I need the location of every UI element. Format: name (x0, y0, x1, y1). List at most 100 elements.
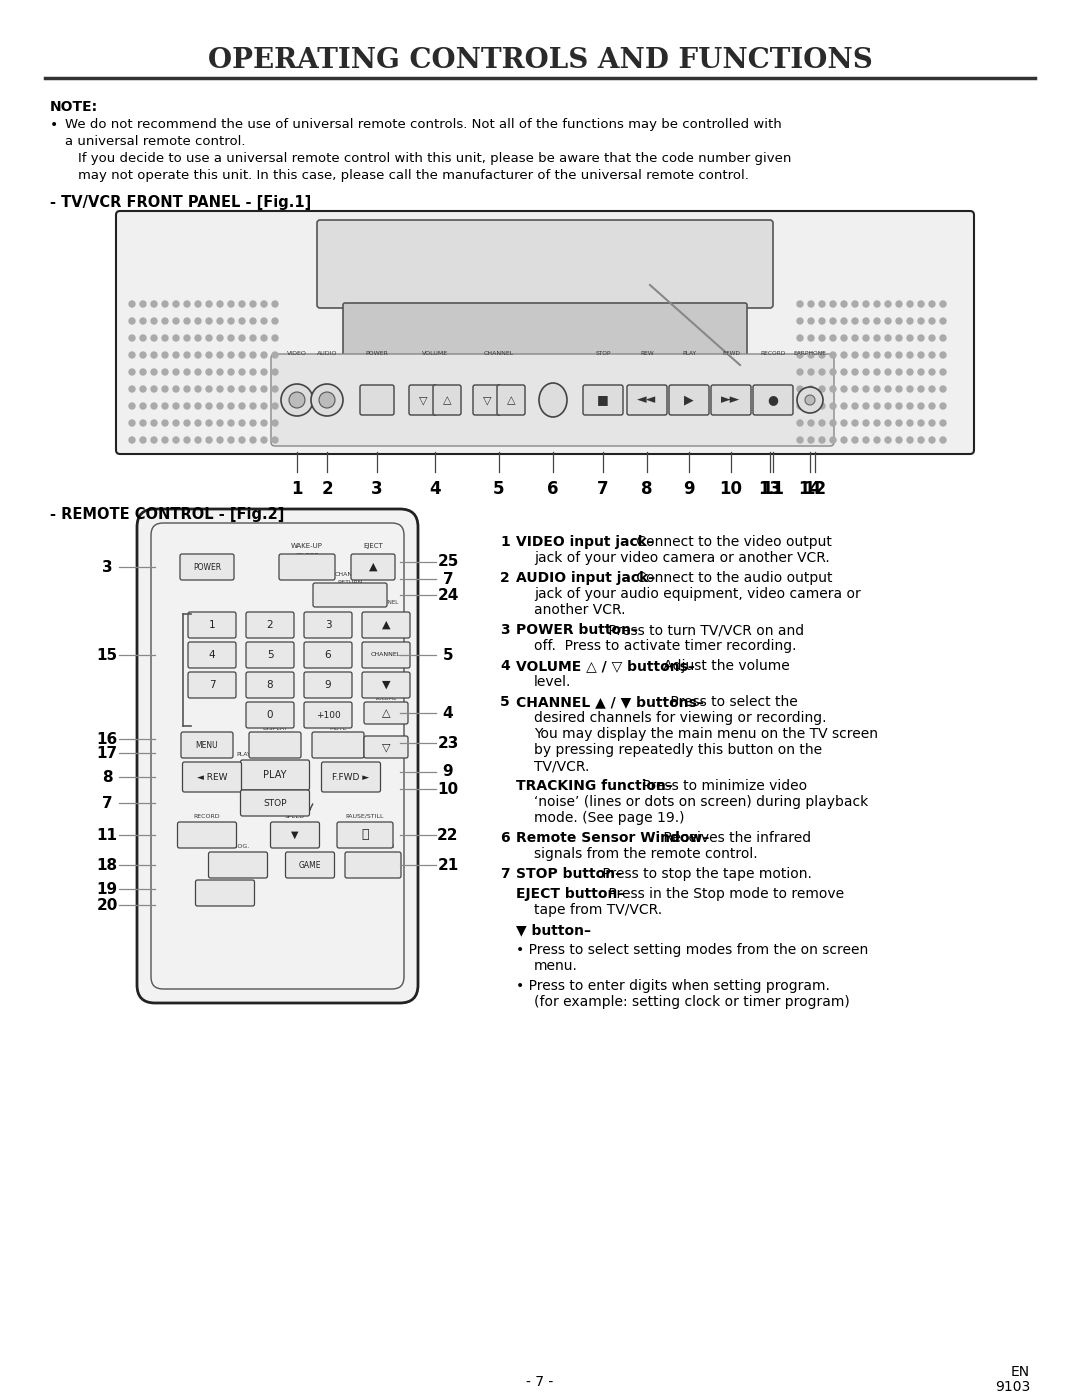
Circle shape (863, 335, 869, 341)
Circle shape (228, 335, 234, 341)
Text: If you decide to use a universal remote control with this unit, please be aware : If you decide to use a universal remote … (78, 152, 792, 165)
Circle shape (249, 319, 256, 324)
Text: (for example: setting clock or timer program): (for example: setting clock or timer pro… (534, 995, 850, 1009)
Circle shape (162, 420, 168, 426)
Circle shape (918, 319, 924, 324)
Circle shape (896, 386, 902, 393)
FancyBboxPatch shape (303, 703, 352, 728)
Circle shape (162, 300, 168, 307)
Circle shape (272, 369, 278, 374)
Circle shape (184, 319, 190, 324)
Circle shape (195, 300, 201, 307)
Circle shape (239, 386, 245, 393)
Circle shape (162, 402, 168, 409)
Text: VIDEO input jack–: VIDEO input jack– (516, 535, 653, 549)
Circle shape (217, 352, 222, 358)
Circle shape (831, 420, 836, 426)
Text: AUDIO input jack–: AUDIO input jack– (516, 571, 656, 585)
Text: VOLUME: VOLUME (422, 351, 448, 356)
Circle shape (249, 437, 256, 443)
Circle shape (819, 369, 825, 374)
Text: CHANNEL ▲ / ▼ buttons–: CHANNEL ▲ / ▼ buttons– (516, 694, 704, 710)
Circle shape (129, 335, 135, 341)
Text: ‘noise’ (lines or dots on screen) during playback: ‘noise’ (lines or dots on screen) during… (534, 795, 868, 809)
Circle shape (797, 386, 804, 393)
Circle shape (173, 420, 179, 426)
Circle shape (195, 386, 201, 393)
Circle shape (195, 319, 201, 324)
Circle shape (874, 319, 880, 324)
Circle shape (206, 386, 212, 393)
FancyBboxPatch shape (180, 555, 234, 580)
FancyBboxPatch shape (246, 703, 294, 728)
Circle shape (929, 369, 935, 374)
Text: 5: 5 (267, 650, 273, 659)
Text: ▶: ▶ (685, 394, 693, 407)
Circle shape (896, 335, 902, 341)
FancyBboxPatch shape (364, 703, 408, 724)
Circle shape (184, 352, 190, 358)
Circle shape (151, 437, 157, 443)
Circle shape (239, 369, 245, 374)
Text: ▲: ▲ (381, 620, 390, 630)
Circle shape (239, 300, 245, 307)
FancyBboxPatch shape (669, 386, 708, 415)
Circle shape (797, 300, 804, 307)
Text: 17: 17 (96, 746, 118, 760)
Text: We do not recommend the use of universal remote controls. Not all of the functio: We do not recommend the use of universal… (65, 117, 782, 131)
FancyBboxPatch shape (360, 386, 394, 415)
Circle shape (162, 335, 168, 341)
Circle shape (140, 420, 146, 426)
Circle shape (217, 300, 222, 307)
Circle shape (206, 420, 212, 426)
FancyBboxPatch shape (181, 732, 233, 759)
Text: jack of your video camera or another VCR.: jack of your video camera or another VCR… (534, 550, 829, 564)
Text: PLAY: PLAY (264, 770, 287, 780)
Text: 4: 4 (443, 705, 454, 721)
Text: Press to turn TV/VCR on and: Press to turn TV/VCR on and (605, 623, 805, 637)
FancyBboxPatch shape (177, 821, 237, 848)
Circle shape (797, 352, 804, 358)
Circle shape (808, 300, 814, 307)
Text: 10: 10 (437, 781, 459, 796)
Circle shape (281, 384, 313, 416)
Text: 2: 2 (500, 571, 510, 585)
Text: +100: +100 (315, 711, 340, 719)
Circle shape (863, 402, 869, 409)
Text: △: △ (507, 395, 515, 405)
Text: OPERATING CONTROLS AND FUNCTIONS: OPERATING CONTROLS AND FUNCTIONS (207, 46, 873, 74)
Text: 3: 3 (102, 560, 112, 574)
Circle shape (841, 420, 847, 426)
Circle shape (907, 402, 913, 409)
Circle shape (896, 352, 902, 358)
Circle shape (852, 335, 858, 341)
Circle shape (206, 352, 212, 358)
Circle shape (907, 437, 913, 443)
Text: CHANNEL: CHANNEL (484, 351, 514, 356)
Circle shape (129, 352, 135, 358)
Circle shape (249, 420, 256, 426)
Circle shape (940, 386, 946, 393)
FancyBboxPatch shape (364, 736, 408, 759)
Circle shape (162, 369, 168, 374)
Text: /SLEEP: /SLEEP (295, 553, 319, 559)
Circle shape (885, 402, 891, 409)
Text: 4: 4 (429, 481, 441, 497)
Text: 12: 12 (804, 481, 826, 497)
Circle shape (239, 437, 245, 443)
Circle shape (819, 420, 825, 426)
Text: level.: level. (534, 675, 571, 689)
Text: 5: 5 (500, 694, 510, 710)
Circle shape (151, 420, 157, 426)
Circle shape (831, 437, 836, 443)
Circle shape (874, 437, 880, 443)
Circle shape (918, 420, 924, 426)
Circle shape (239, 352, 245, 358)
Text: 18: 18 (96, 858, 118, 873)
Text: signals from the remote control.: signals from the remote control. (534, 847, 758, 861)
Circle shape (173, 300, 179, 307)
Circle shape (841, 437, 847, 443)
Circle shape (940, 352, 946, 358)
Circle shape (896, 402, 902, 409)
Circle shape (129, 402, 135, 409)
